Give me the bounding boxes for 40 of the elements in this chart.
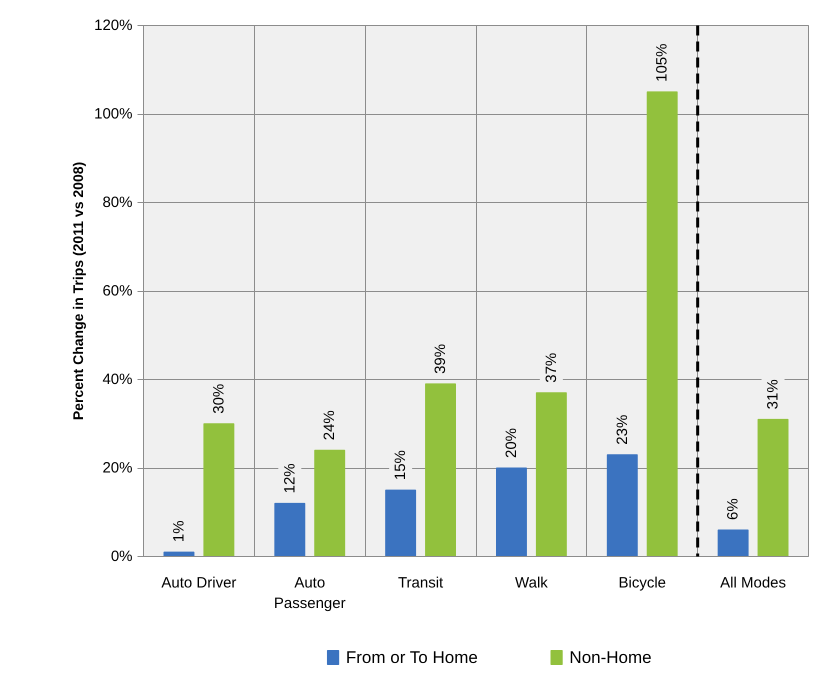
y-axis-title: Percent Change in Trips (2011 vs 2008) (70, 162, 86, 420)
x-tick-label: Auto Driver (161, 574, 236, 592)
data-label: 31% (764, 379, 782, 410)
x-tick-label: Auto Passenger (274, 574, 346, 612)
bar (496, 468, 527, 556)
y-tick-label: 100% (94, 106, 133, 122)
y-tick-label: 80% (102, 194, 133, 211)
x-tick-label: Bicycle (618, 574, 666, 592)
y-tick-label: 0% (110, 548, 133, 565)
data-label: 39% (432, 344, 450, 374)
x-tick-label: All Modes (720, 574, 786, 592)
y-tick-label: 20% (102, 460, 133, 476)
legend-label: From or To Home (346, 648, 478, 667)
data-label: 6% (724, 498, 742, 520)
data-label: 30% (210, 384, 228, 414)
data-label: 12% (281, 463, 298, 494)
data-label: 20% (502, 428, 520, 458)
data-label: 23% (614, 414, 631, 445)
bar (606, 454, 638, 556)
x-tick-label: Transit (398, 574, 444, 592)
y-tick-label: 40% (102, 371, 133, 388)
bar (203, 423, 234, 556)
legend-label: Non-Home (569, 648, 652, 667)
data-label: 24% (321, 410, 338, 440)
bar (314, 450, 346, 556)
bar (274, 502, 306, 556)
bar (646, 91, 678, 556)
data-label: 1% (170, 520, 188, 542)
bar (536, 392, 567, 556)
bar (385, 490, 416, 556)
data-label: 37% (542, 352, 560, 383)
x-tick-label: Walk (515, 574, 548, 592)
bar (425, 383, 456, 556)
y-tick-label: 120% (94, 17, 133, 34)
data-label: 105% (654, 44, 671, 82)
bar (718, 529, 749, 556)
data-label: 15% (392, 450, 410, 480)
bar (164, 552, 194, 556)
y-tick-label: 60% (102, 282, 133, 300)
bar (758, 418, 788, 556)
